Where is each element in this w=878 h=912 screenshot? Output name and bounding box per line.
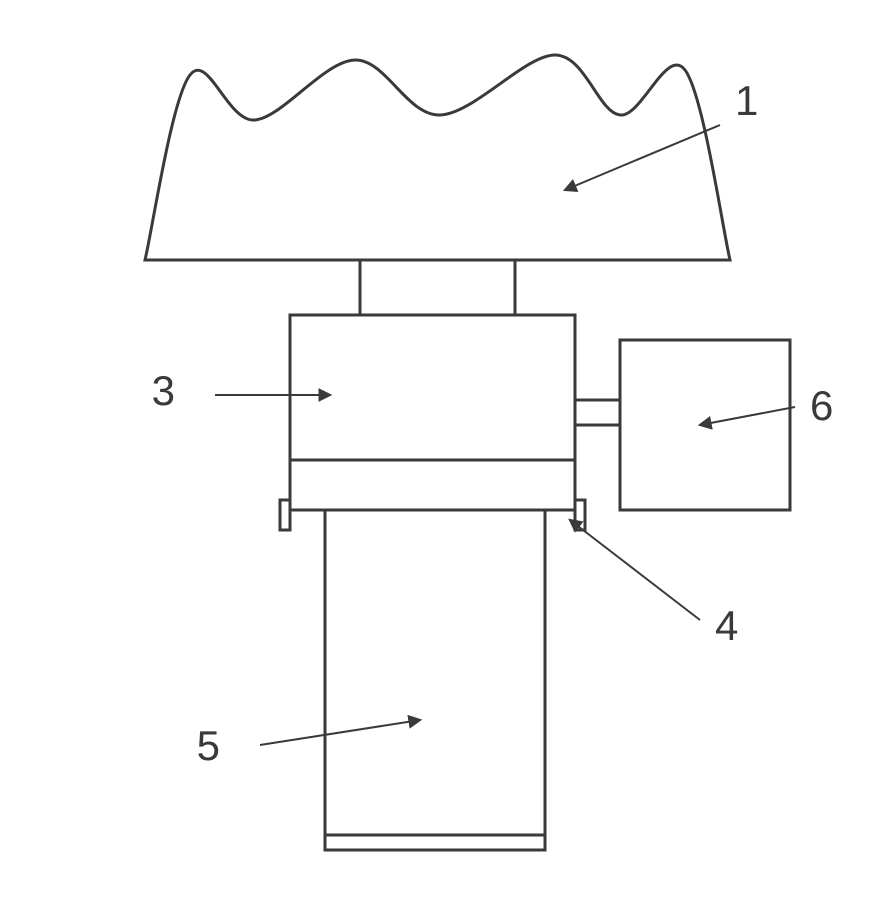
label-6: 6 <box>810 382 833 429</box>
leader-5 <box>260 720 420 745</box>
part-connector36 <box>575 400 620 425</box>
part-shaft5 <box>325 510 545 850</box>
label-5: 5 <box>197 722 220 769</box>
part-block3 <box>290 315 575 460</box>
part-lug_left <box>280 500 290 530</box>
leader-1 <box>565 125 720 190</box>
label-1: 1 <box>735 77 758 124</box>
part-plate4 <box>290 460 575 510</box>
label-4: 4 <box>715 602 738 649</box>
label-3: 3 <box>152 367 175 414</box>
part-neck <box>360 260 515 315</box>
leader-4 <box>570 520 700 620</box>
leader-6 <box>700 407 795 425</box>
